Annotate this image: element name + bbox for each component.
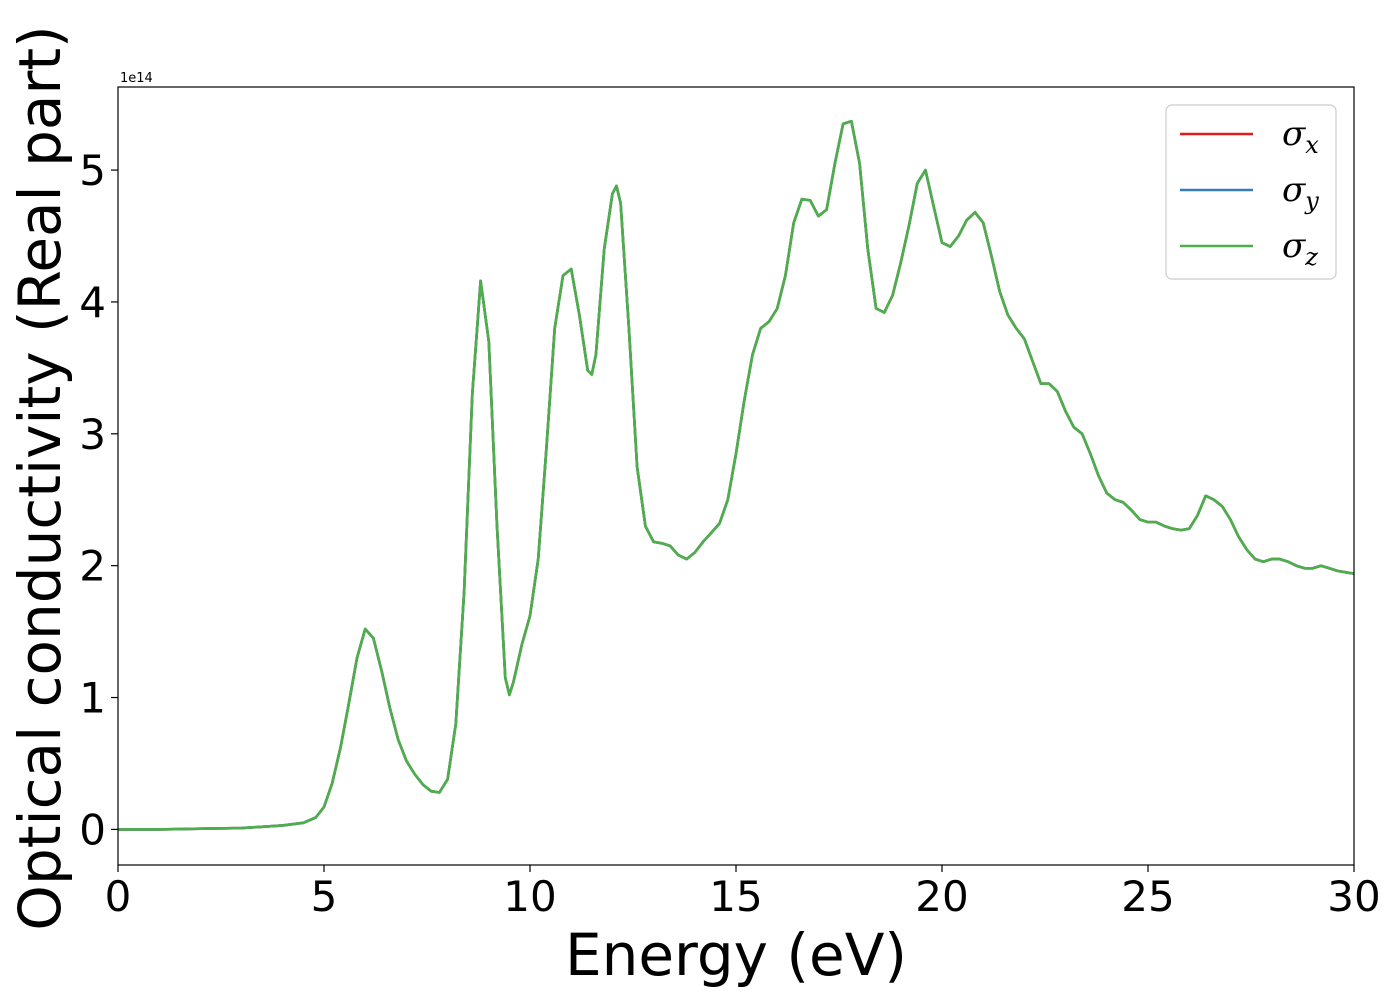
x-tick-label: 15 <box>709 872 762 921</box>
series-layer <box>118 120 1355 831</box>
y-tick-label: 3 <box>79 410 106 459</box>
x-tick-label: 30 <box>1327 872 1380 921</box>
x-tick-label: 0 <box>105 872 132 921</box>
y-axis-ticks: 0 1 2 3 4 5 <box>79 146 118 854</box>
y-tick-label: 0 <box>79 805 106 854</box>
legend: σx σy σz <box>1165 104 1337 280</box>
legend-entries: σx σy σz <box>1180 114 1319 271</box>
legend-label: σz <box>1282 226 1318 271</box>
y-axis-offset-label: 1e14 <box>120 71 153 86</box>
x-tick-label: 10 <box>503 872 556 921</box>
x-axis-ticks: 0 5 10 15 20 25 30 <box>105 865 1381 921</box>
y-tick-label: 5 <box>79 146 106 195</box>
y-tick-label: 1 <box>79 674 106 723</box>
x-tick-label: 25 <box>1121 872 1174 921</box>
legend-label: σy <box>1282 170 1319 215</box>
x-tick-label: 5 <box>311 872 338 921</box>
legend-label: σx <box>1282 114 1319 159</box>
x-tick-label: 20 <box>915 872 968 921</box>
y-axis-title: Optical conductivity (Real part) <box>6 25 74 930</box>
legend-box <box>1165 104 1337 280</box>
series-line-sigma-z <box>118 120 1355 831</box>
y-tick-label: 2 <box>79 542 106 591</box>
x-axis-title: Energy (eV) <box>565 921 907 989</box>
y-tick-label: 4 <box>79 278 106 327</box>
